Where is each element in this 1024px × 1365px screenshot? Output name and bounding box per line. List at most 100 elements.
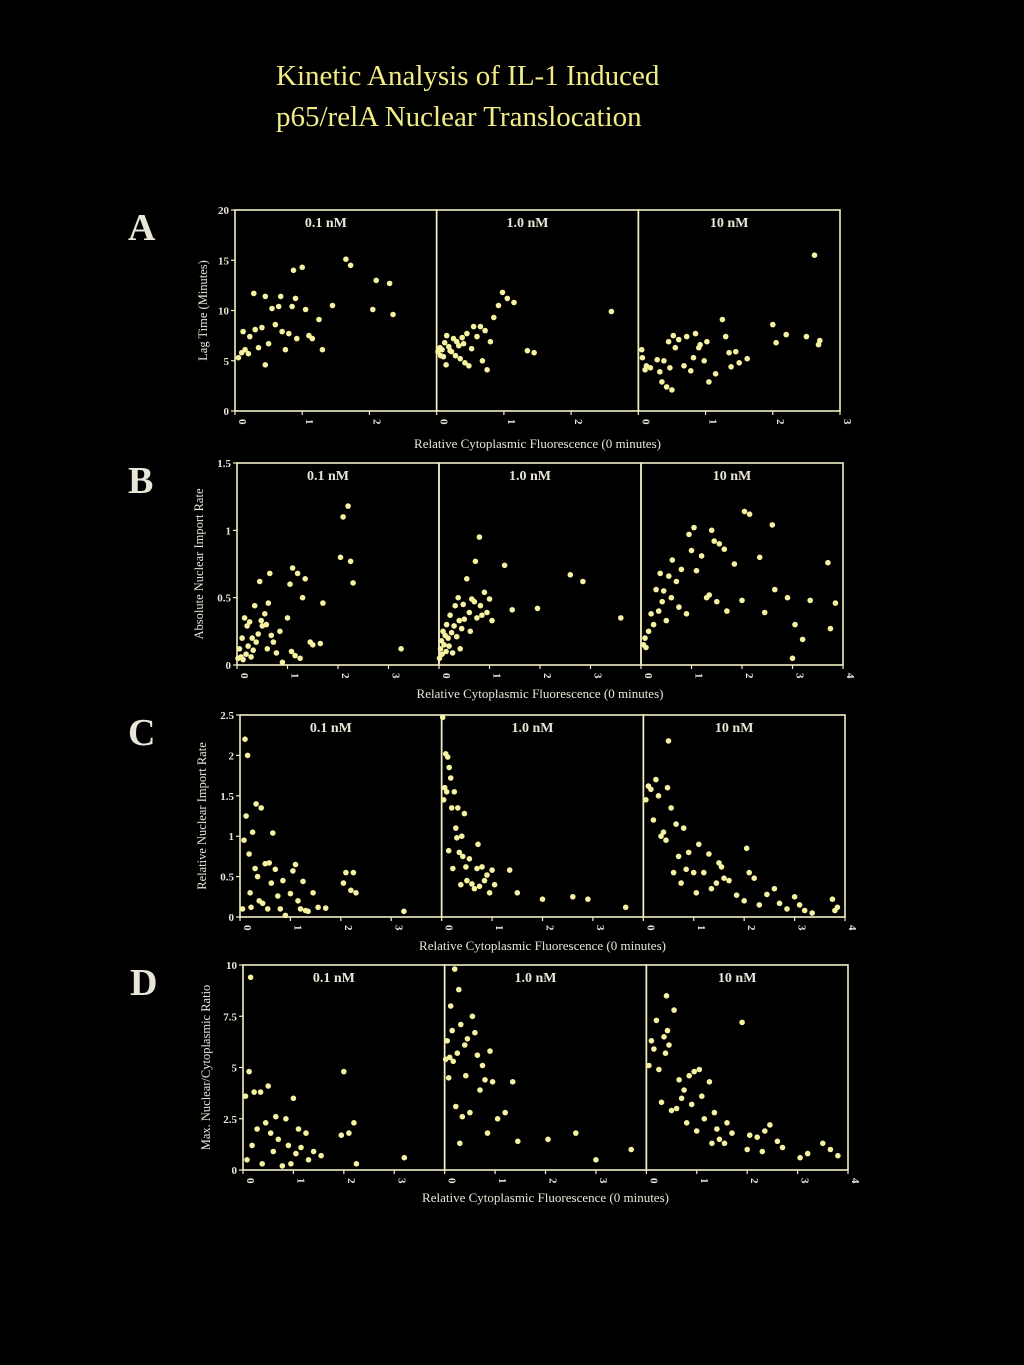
data-point (259, 1161, 266, 1167)
subplot-frame (234, 209, 438, 412)
data-point (283, 1116, 289, 1122)
data-point (746, 869, 752, 876)
data-point (699, 1093, 705, 1099)
data-point (678, 566, 685, 573)
data-point (482, 1077, 488, 1083)
data-point (799, 636, 806, 643)
x-tick-label: 0 (238, 673, 250, 679)
data-point (509, 607, 515, 613)
data-point (479, 612, 485, 618)
data-point (462, 360, 468, 366)
panel-b: B Absolute Nuclear Import Rate 0 0.5 1 1.5 Rel… (128, 458, 856, 701)
data-point (701, 1116, 708, 1122)
data-point (272, 866, 279, 873)
data-point (469, 881, 475, 887)
data-point (494, 1116, 501, 1122)
data-point (643, 644, 649, 651)
data-point (688, 547, 695, 554)
data-point (456, 849, 463, 856)
y-tick-label: 1 (229, 831, 235, 843)
data-point (277, 293, 284, 300)
data-point (663, 837, 669, 843)
y-tick-label: 1 (226, 525, 232, 537)
data-point (445, 635, 451, 641)
data-point (696, 841, 702, 848)
x-tick-label: 4 (849, 1178, 861, 1184)
data-point (277, 906, 284, 912)
subplot-0-1-nm: 0.1 nM 0 1 2 (234, 209, 438, 425)
data-point (711, 1109, 718, 1116)
data-point (665, 738, 672, 744)
data-point (457, 355, 464, 362)
x-tick-label: 0 (440, 673, 452, 679)
data-point (242, 1093, 249, 1099)
data-point (835, 1152, 841, 1159)
data-point (453, 825, 459, 831)
data-point (608, 308, 615, 315)
data-point (668, 594, 675, 601)
subplot-0-1-nm: 0.1 nM 0 1 2 3 (242, 964, 446, 1184)
data-point (709, 1140, 715, 1147)
data-point (743, 845, 750, 852)
data-point (706, 1079, 713, 1085)
x-tick-label: 2 (370, 419, 382, 425)
subplot-frame (435, 209, 640, 412)
data-point (650, 621, 657, 628)
data-point (302, 576, 309, 582)
data-point (820, 1140, 826, 1147)
subplot-title: 0.1 nM (307, 469, 349, 484)
data-point (443, 332, 450, 339)
data-point (573, 1130, 579, 1136)
subplot-frame (236, 462, 440, 666)
data-point (351, 1120, 357, 1126)
data-point (506, 867, 513, 873)
data-point (628, 1146, 634, 1153)
data-point (448, 348, 455, 355)
data-point (585, 896, 591, 902)
data-point (266, 860, 273, 866)
data-point (746, 1132, 753, 1138)
data-point (272, 321, 279, 328)
data-point (474, 865, 480, 872)
data-point (464, 576, 470, 582)
data-point (792, 621, 798, 628)
data-point (531, 349, 537, 356)
data-point (248, 654, 254, 660)
data-point (767, 1122, 773, 1128)
x-tick-label: 3 (799, 1178, 811, 1184)
data-point (251, 1089, 257, 1095)
data-point (678, 1095, 685, 1102)
data-point (338, 1132, 345, 1138)
data-point (439, 714, 446, 721)
subplot-title: 10 nM (718, 971, 757, 986)
data-point (295, 1126, 302, 1132)
data-point (449, 1027, 456, 1034)
data-point (348, 887, 354, 894)
data-point (685, 849, 692, 856)
data-point (474, 1052, 481, 1058)
data-point (464, 1036, 471, 1042)
subplot-frame (242, 964, 446, 1171)
data-point (655, 608, 662, 614)
x-tick-label: 0 (642, 673, 654, 679)
data-point (242, 346, 248, 353)
data-point (450, 1058, 457, 1065)
data-point (648, 1038, 655, 1044)
data-point (280, 877, 286, 884)
data-point (714, 1126, 720, 1132)
data-point (653, 1017, 660, 1024)
data-point (479, 864, 485, 870)
data-point (464, 330, 470, 337)
data-point (353, 890, 359, 896)
data-point (279, 1163, 286, 1169)
data-point (811, 252, 818, 258)
subplot-frame (438, 462, 642, 666)
data-point (302, 306, 309, 313)
data-point (466, 363, 472, 369)
y-tick-label: 10 (226, 960, 238, 972)
data-point (253, 639, 259, 645)
data-point (475, 841, 481, 848)
data-point (288, 1161, 294, 1167)
data-point (668, 1107, 675, 1114)
data-point (454, 1050, 461, 1056)
